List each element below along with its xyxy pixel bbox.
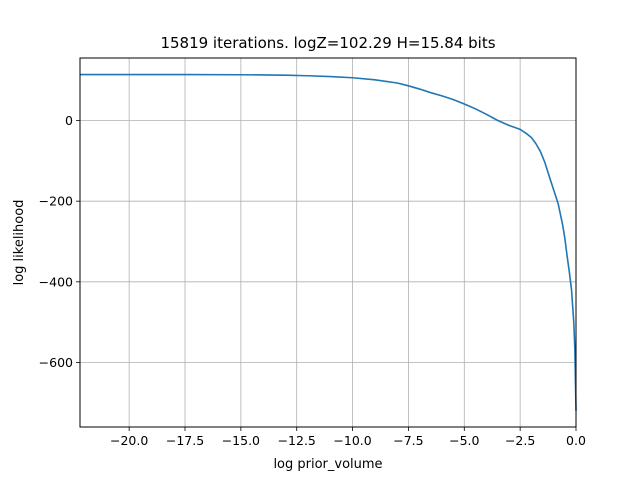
y-axis-label: log likelihood [12,200,27,286]
y-tick-label: −600 [39,355,73,370]
x-tick-label: −2.5 [505,433,535,448]
y-tick-label: 0 [65,113,73,128]
series-line-0 [80,73,577,411]
axes-frame [79,57,577,428]
y-tick-label: −200 [39,194,73,209]
ticks: −20.0 −17.5 −15.0 −12.5 −10.0 −7.5 −5.0 −2.5 0.0… [39,113,586,448]
plot-area [80,73,577,411]
x-tick-label: −10.0 [333,433,371,448]
x-tick-label: −5.0 [449,433,479,448]
x-tick-label: −17.5 [166,433,204,448]
grid [80,58,577,427]
x-tick-label: −7.5 [393,433,423,448]
x-tick-label: −12.5 [278,433,316,448]
x-tick-label: −20.0 [110,433,148,448]
x-axis-label: log prior_volume [273,457,382,472]
x-tick-label: 0.0 [566,433,586,448]
y-tick-label: −400 [39,274,73,289]
chart-title: 15819 iterations. logZ=102.29 H=15.84 bi… [160,34,495,52]
x-tick-label: −15.0 [222,433,260,448]
